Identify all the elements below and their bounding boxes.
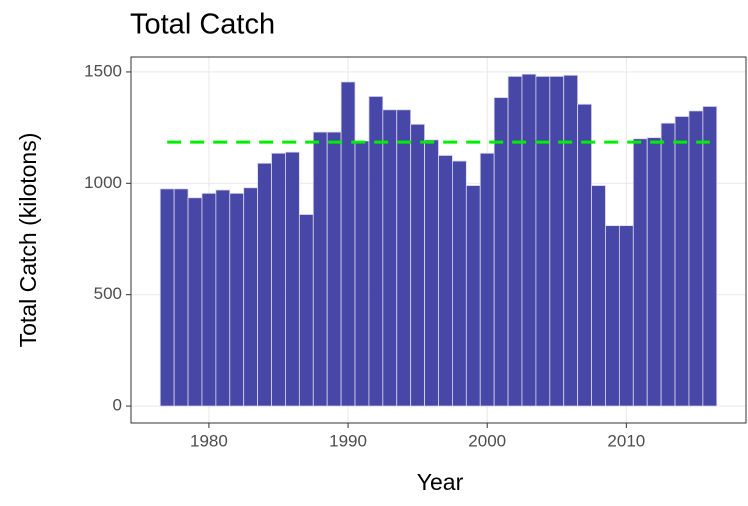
bar bbox=[563, 74, 579, 407]
x-tick-label: 2010 bbox=[607, 431, 645, 450]
bar bbox=[298, 214, 314, 407]
bar bbox=[452, 160, 467, 407]
bar bbox=[243, 187, 259, 407]
y-tick-label: 1000 bbox=[84, 173, 122, 192]
bar bbox=[382, 109, 398, 407]
bar bbox=[632, 138, 648, 407]
bar bbox=[549, 75, 565, 407]
bar bbox=[312, 131, 328, 407]
bar bbox=[660, 122, 676, 407]
bar bbox=[618, 225, 634, 407]
bar bbox=[229, 192, 245, 407]
bar bbox=[187, 197, 203, 407]
y-tick-label: 0 bbox=[113, 396, 122, 415]
bar bbox=[326, 131, 342, 407]
bar bbox=[410, 123, 425, 407]
bar bbox=[479, 152, 495, 407]
bar bbox=[396, 109, 412, 407]
bar bbox=[521, 73, 537, 407]
bar bbox=[215, 189, 231, 407]
plot-border bbox=[130, 56, 747, 424]
bar bbox=[535, 75, 551, 407]
x-axis-title: Year bbox=[417, 469, 464, 495]
bar bbox=[354, 140, 370, 407]
bar bbox=[271, 152, 286, 407]
bar bbox=[173, 188, 189, 407]
bar bbox=[577, 103, 592, 407]
bar bbox=[702, 106, 718, 407]
bar bbox=[424, 139, 439, 407]
y-axis-title: Total Catch (kilotons) bbox=[15, 133, 41, 348]
chart-title: Total Catch bbox=[130, 9, 275, 41]
x-tick-label: 2000 bbox=[468, 431, 506, 450]
bar bbox=[159, 188, 175, 407]
bar bbox=[438, 155, 453, 407]
y-tick-label: 1500 bbox=[84, 61, 122, 80]
bar bbox=[688, 110, 704, 407]
y-tick-label: 500 bbox=[94, 284, 122, 303]
bar bbox=[674, 116, 690, 407]
bar bbox=[340, 81, 356, 407]
x-tick-label: 1990 bbox=[329, 431, 367, 450]
bar bbox=[201, 192, 217, 407]
x-tick-label: 1980 bbox=[190, 431, 228, 450]
bar bbox=[507, 75, 523, 407]
bar bbox=[493, 97, 509, 407]
bar bbox=[257, 162, 272, 407]
bar bbox=[605, 225, 620, 407]
bar bbox=[591, 185, 606, 407]
bar bbox=[285, 151, 300, 407]
bar bbox=[646, 137, 662, 407]
bar bbox=[465, 185, 481, 407]
